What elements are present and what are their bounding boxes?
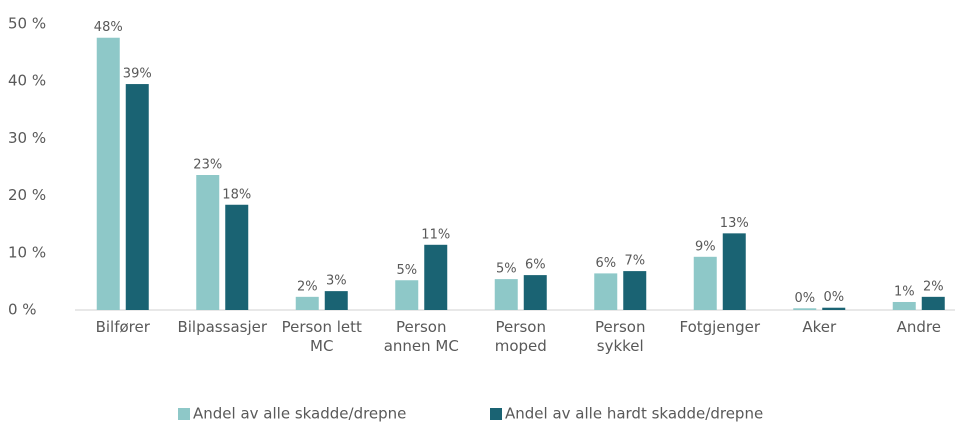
bar xyxy=(225,204,249,310)
bar xyxy=(623,271,647,310)
bar xyxy=(793,308,817,310)
bar xyxy=(96,37,120,311)
value-label: 3% xyxy=(326,274,347,289)
bar xyxy=(295,296,319,310)
x-tick-label: Person moped xyxy=(494,318,547,355)
bar xyxy=(693,256,717,310)
x-tick-label: Fotgjenger xyxy=(679,318,761,336)
x-tick-label: Bilfører xyxy=(95,318,150,336)
value-label: 7% xyxy=(624,254,645,269)
value-label: 39% xyxy=(123,67,152,82)
value-label: 23% xyxy=(193,158,222,173)
value-label: 13% xyxy=(720,216,749,231)
value-label: 5% xyxy=(496,262,517,277)
bar xyxy=(892,301,916,310)
value-label: 2% xyxy=(923,279,944,294)
bar xyxy=(822,307,846,310)
y-tick-label: 10 % xyxy=(8,243,46,261)
value-label: 6% xyxy=(595,256,616,271)
bar xyxy=(722,233,746,310)
legend-swatch xyxy=(490,408,502,420)
legend-label: Andel av alle hardt skadde/drepne xyxy=(505,405,763,423)
value-label: 18% xyxy=(222,187,251,202)
bar xyxy=(523,275,547,310)
value-label: 0% xyxy=(794,291,815,306)
bar xyxy=(424,244,448,310)
y-tick-label: 50 % xyxy=(8,15,46,33)
value-label: 5% xyxy=(396,263,417,278)
value-label: 1% xyxy=(894,284,915,299)
x-tick-label: Bilpassasjer xyxy=(177,318,268,336)
x-tick-label: Andre xyxy=(896,318,941,336)
value-label: 9% xyxy=(695,239,716,254)
x-tick-label: Person lett MC xyxy=(281,318,362,355)
y-tick-label: 40 % xyxy=(8,72,46,90)
legend-label: Andel av alle skadde/drepne xyxy=(193,405,406,423)
y-tick-label: 20 % xyxy=(8,186,46,204)
bar xyxy=(324,291,348,310)
value-label: 48% xyxy=(94,20,123,35)
bar xyxy=(594,273,618,310)
x-tick-label: Aker xyxy=(802,318,837,336)
x-tick-label: Person annen MC xyxy=(383,318,459,355)
value-label: 6% xyxy=(525,258,546,273)
legend-swatch xyxy=(178,408,190,420)
bar xyxy=(196,175,220,310)
value-label: 11% xyxy=(421,227,450,242)
value-label: 0% xyxy=(823,290,844,305)
y-tick-label: 30 % xyxy=(8,129,46,147)
x-tick-label: Person sykkel xyxy=(595,318,646,355)
bar xyxy=(494,279,518,310)
bar xyxy=(395,280,419,310)
y-tick-label: 0 % xyxy=(8,301,37,319)
value-label: 2% xyxy=(297,279,318,294)
bar xyxy=(921,296,945,310)
bar xyxy=(125,84,149,310)
